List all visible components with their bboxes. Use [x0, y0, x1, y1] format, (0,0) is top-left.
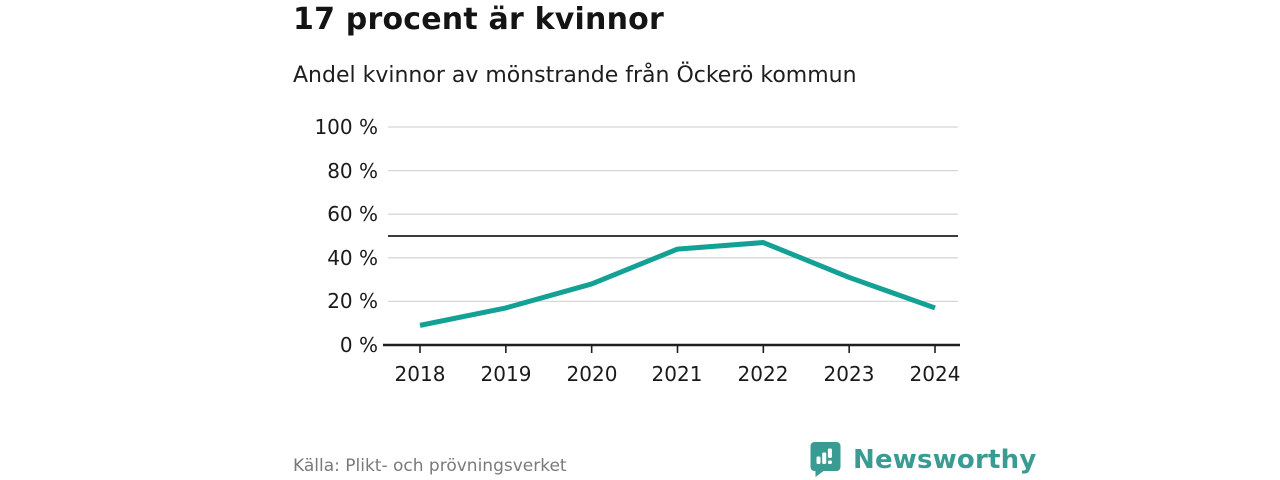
y-axis-label-40: 40 % [327, 246, 378, 270]
y-axis-label-20: 20 % [327, 289, 378, 313]
y-axis-label-100: 100 % [314, 115, 378, 139]
x-axis-label-2022: 2022 [737, 362, 789, 386]
x-axis-label-2019: 2019 [480, 362, 532, 386]
brand-name: Newsworthy [853, 444, 1037, 475]
x-axis-label-2023: 2023 [823, 362, 875, 386]
bar-chart-speech-bubble-icon [810, 442, 841, 477]
x-axis-label-2020: 2020 [566, 362, 618, 386]
source-attribution: Källa: Plikt- och prövningsverket [293, 456, 567, 476]
page-title: 17 procent är kvinnor [293, 2, 664, 37]
newsworthy-logo: Newsworthy [808, 441, 1036, 478]
x-axis-label-2024: 2024 [909, 362, 961, 386]
y-axis-label-60: 60 % [327, 202, 378, 226]
x-axis-label-2018: 2018 [394, 362, 446, 386]
x-axis-label-2021: 2021 [651, 362, 703, 386]
data-line-series [419, 240, 936, 328]
y-axis-label-80: 80 % [327, 159, 378, 183]
chart-subtitle: Andel kvinnor av mönstrande från Öckerö … [293, 63, 857, 88]
y-axis-label-0: 0 % [339, 333, 378, 357]
